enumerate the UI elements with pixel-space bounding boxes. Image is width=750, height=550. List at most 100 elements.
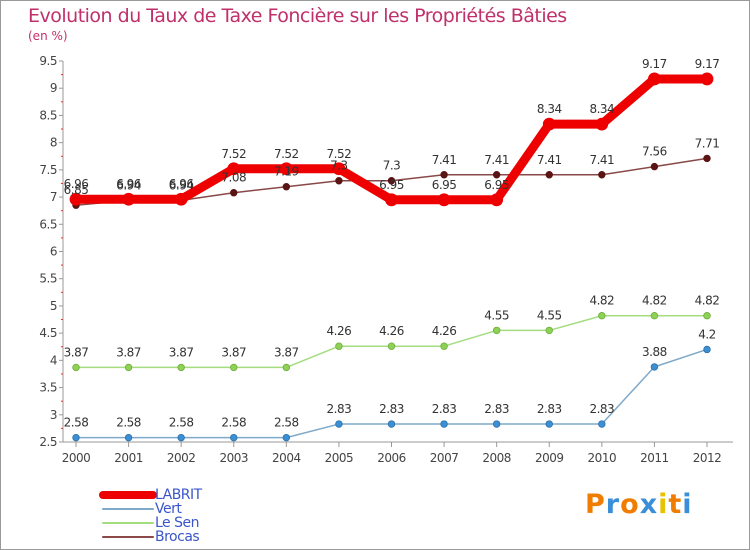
data-label-le-sen: 3.87 bbox=[274, 345, 299, 359]
legend-label-vert: Vert bbox=[155, 501, 182, 517]
data-label-vert: 2.83 bbox=[327, 402, 352, 416]
y-tick-label: 8 bbox=[50, 136, 57, 150]
logo-letter: P bbox=[585, 489, 606, 520]
chart-title: Evolution du Taux de Taxe Foncière sur l… bbox=[28, 5, 567, 27]
data-point-brocas bbox=[650, 162, 659, 171]
data-label-vert: 2.58 bbox=[64, 416, 89, 430]
data-label-labrit: 6.96 bbox=[64, 177, 89, 191]
data-point-le-sen bbox=[545, 326, 553, 335]
x-tick-label: 2002 bbox=[167, 451, 196, 465]
x-tick-label: 2003 bbox=[219, 451, 248, 465]
x-tick-label: 2005 bbox=[325, 451, 354, 465]
data-point-labrit bbox=[227, 162, 241, 176]
logo-letter: i bbox=[658, 489, 669, 520]
data-label-labrit: 6.96 bbox=[116, 177, 141, 191]
data-label-labrit: 7.52 bbox=[274, 147, 299, 161]
data-label-vert: 2.58 bbox=[169, 416, 194, 430]
x-tick-label: 2000 bbox=[62, 451, 91, 465]
data-point-le-sen bbox=[650, 312, 659, 320]
data-point-vert bbox=[440, 420, 448, 428]
data-point-brocas bbox=[387, 177, 396, 185]
y-tick-label: 5 bbox=[50, 299, 57, 313]
value-labels: 6.96 6.96 6.96 7.52 7.52 7.52 6.95 6.95 6.95 8.34… bbox=[64, 57, 720, 430]
data-point-labrit bbox=[174, 192, 188, 206]
data-label-le-sen: 4.55 bbox=[537, 308, 562, 322]
data-point-labrit bbox=[385, 193, 398, 207]
y-tick-label: 3.5 bbox=[39, 381, 57, 395]
data-label-labrit: 6.95 bbox=[484, 178, 509, 192]
logo-letter: r bbox=[605, 489, 621, 520]
data-point-le-sen bbox=[72, 363, 80, 372]
data-point-labrit bbox=[648, 72, 661, 86]
data-label-vert: 2.83 bbox=[484, 402, 509, 416]
x-tick-label: 2011 bbox=[640, 451, 669, 465]
y-tick-label: 9 bbox=[50, 81, 57, 95]
logo-letter: i bbox=[682, 489, 693, 520]
data-point-le-sen bbox=[703, 312, 711, 320]
data-label-brocas: 7.41 bbox=[484, 153, 509, 167]
data-label-labrit: 9.17 bbox=[695, 57, 720, 71]
data-point-vert bbox=[387, 420, 396, 428]
data-point-le-sen bbox=[492, 326, 501, 335]
data-point-brocas bbox=[440, 171, 448, 179]
legend-swatches bbox=[99, 491, 157, 538]
data-point-le-sen bbox=[598, 312, 606, 320]
x-tick-label: 2006 bbox=[377, 451, 406, 465]
series-points bbox=[69, 72, 714, 442]
legend-label-labrit: LABRIT bbox=[155, 487, 202, 503]
data-label-vert: 2.83 bbox=[432, 402, 457, 416]
data-label-brocas: 7.19 bbox=[274, 165, 299, 179]
data-label-brocas: 7.71 bbox=[695, 136, 720, 150]
data-point-vert bbox=[492, 420, 501, 428]
data-point-vert bbox=[703, 345, 711, 354]
data-label-vert: 3.88 bbox=[642, 345, 667, 359]
y-tick-label: 7.5 bbox=[39, 163, 57, 177]
data-point-le-sen bbox=[124, 363, 133, 372]
data-label-le-sen: 4.26 bbox=[327, 324, 352, 338]
data-label-brocas: 7.56 bbox=[642, 145, 667, 159]
data-point-vert bbox=[335, 420, 343, 428]
data-point-brocas bbox=[335, 177, 343, 185]
data-label-labrit: 7.52 bbox=[327, 147, 352, 161]
y-tick-label: 9.5 bbox=[39, 54, 57, 68]
data-label-brocas: 7.3 bbox=[383, 159, 401, 173]
data-point-vert bbox=[650, 363, 659, 371]
data-label-brocas: 6.94 bbox=[169, 178, 194, 192]
logo-letter: x bbox=[639, 489, 659, 520]
data-label-labrit: 8.34 bbox=[589, 102, 614, 116]
data-point-labrit bbox=[490, 193, 504, 207]
data-point-vert bbox=[72, 433, 80, 442]
y-tick-label: 4 bbox=[50, 353, 57, 367]
x-tick-label: 2009 bbox=[535, 451, 564, 465]
data-label-labrit: 6.96 bbox=[169, 177, 194, 191]
series-lines bbox=[71, 74, 712, 439]
data-label-le-sen: 4.26 bbox=[432, 324, 457, 338]
data-label-labrit: 8.34 bbox=[537, 102, 562, 116]
data-label-le-sen: 4.26 bbox=[379, 324, 404, 338]
data-label-le-sen: 3.87 bbox=[64, 345, 89, 359]
data-point-vert bbox=[230, 433, 238, 442]
data-point-labrit bbox=[595, 117, 609, 131]
data-label-labrit: 6.95 bbox=[379, 178, 404, 192]
data-label-le-sen: 4.82 bbox=[642, 294, 667, 308]
data-point-labrit bbox=[122, 192, 135, 206]
data-label-le-sen: 3.87 bbox=[221, 345, 246, 359]
y-tick-label: 4.5 bbox=[39, 326, 57, 340]
y-tick-label: 2.5 bbox=[39, 435, 57, 449]
data-point-labrit bbox=[542, 117, 556, 131]
logo-letter: t bbox=[668, 489, 683, 520]
y-tick-label: 6.5 bbox=[39, 217, 57, 231]
chart-unit-label: (en %) bbox=[28, 29, 68, 43]
data-point-vert bbox=[598, 420, 606, 428]
data-point-brocas bbox=[598, 171, 606, 179]
data-label-brocas: 6.85 bbox=[64, 183, 89, 197]
data-label-le-sen: 3.87 bbox=[116, 345, 141, 359]
data-label-brocas: 7.08 bbox=[221, 171, 246, 185]
data-label-le-sen: 4.82 bbox=[695, 294, 720, 308]
data-label-vert: 2.83 bbox=[537, 402, 562, 416]
data-label-labrit: 9.17 bbox=[642, 57, 667, 71]
data-point-le-sen bbox=[335, 342, 343, 350]
